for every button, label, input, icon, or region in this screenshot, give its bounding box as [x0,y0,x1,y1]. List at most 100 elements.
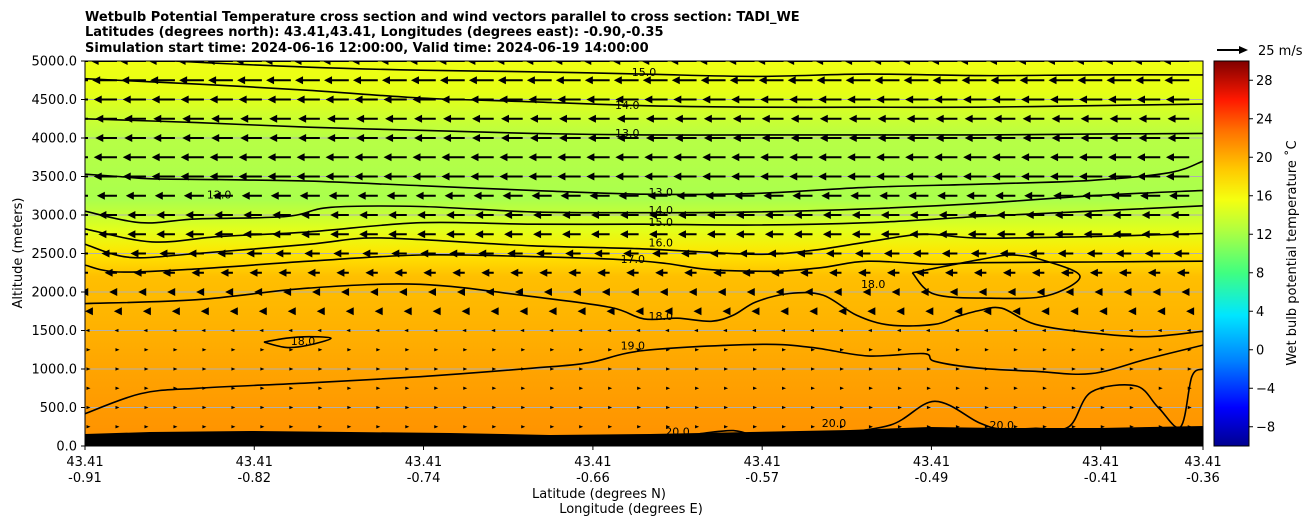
wind-vector [151,95,175,104]
wind-vector [412,153,436,162]
wind-vector-head [839,405,844,410]
wind-vector [938,211,958,219]
wind-vector [732,114,755,123]
wind-vector [1158,348,1163,352]
wind-vector [167,288,176,296]
wind-vector-head [630,288,639,296]
wind-vector [1187,405,1192,410]
wind-vector [973,268,987,277]
contour-label-15: 20.0 [990,419,1015,432]
wind-vector-head [1099,307,1108,316]
wind-vector-head [925,328,930,333]
wind-vector-head [514,288,523,296]
wind-vector [463,367,468,371]
x-tick-lon-2: -0.74 [407,471,441,486]
wind-vector-head [85,328,90,333]
x-tick-lat-2: 43.41 [405,455,442,470]
wind-vector-head [191,268,200,277]
wind-vector [191,268,204,277]
wind-vector [963,95,987,104]
x-tick-lon-7: -0.36 [1186,471,1220,486]
wind-vector [584,76,610,85]
contour-line-18 [263,335,332,349]
wind-vector-head [260,425,265,429]
wind-vector [491,328,496,333]
wind-vector [637,405,642,410]
wind-vector-head [753,348,758,352]
wind-vector [370,288,379,296]
wind-vector [180,153,204,162]
colorbar-tick-label-3: 4 [1256,305,1264,320]
wind-vector [789,153,813,162]
wind-key-label: 25 m/s [1258,44,1303,59]
wind-vector [85,328,90,333]
wind-vector [351,61,378,65]
wind-vector [1025,211,1045,219]
wind-vector [793,230,813,239]
wind-vector-head [1162,61,1171,65]
wind-vector-head [356,134,365,142]
wind-vector [608,425,613,429]
wind-vector [912,249,929,258]
wind-vector [607,328,612,333]
wind-vector-head [185,211,194,219]
wind-vector [347,425,352,429]
contour-line-17 [85,254,1203,273]
wind-vector-head [695,405,700,410]
wind-vector [1123,288,1132,296]
wind-vector [1080,114,1103,123]
wind-vector [359,230,378,239]
wind-vector-head [296,95,305,104]
wind-vector [608,348,613,352]
wind-vector [578,328,583,333]
wind-vector [432,307,441,316]
wind-vector-head [237,76,246,85]
wind-vector-head [699,61,708,65]
wind-vector-head [637,386,642,390]
wind-vector [810,405,815,410]
wind-vector-head [296,172,305,181]
wind-vector-head [761,114,770,123]
wind-vector-head [851,230,860,239]
wind-vector-head [694,328,699,333]
title-line-3: Simulation start time: 2024-06-16 12:00:… [85,41,649,56]
wind-vector-head [673,95,682,104]
contour-label-1: 14.0 [615,99,640,112]
wind-vector [616,114,639,123]
wind-vector [655,268,668,277]
contour-label-4: 13.0 [649,186,674,199]
wind-vector [941,249,958,258]
wind-vector-head [1169,191,1178,200]
wind-vector-head [612,61,621,65]
wind-vector-head [578,328,583,333]
wind-vector [405,386,410,390]
wind-vector [441,172,465,181]
wind-vector-head [673,172,682,181]
y-tick-label-9: 4500.0 [32,93,78,108]
wind-vector [462,328,467,333]
wind-vector-head [1041,328,1046,333]
wind-vector [645,134,668,142]
wind-vector [86,386,91,390]
wind-vector [86,425,91,429]
wind-vector-head [601,288,610,296]
wind-vector [926,348,931,352]
wind-vector-head [1042,425,1047,429]
wind-vector [156,230,175,239]
wind-vector-head [65,153,73,161]
wind-vector-head [1165,95,1174,104]
wind-vector-head [324,76,333,85]
wind-vector-head [897,405,902,410]
wind-vector [1079,153,1103,162]
wind-vector [761,114,784,123]
wind-vector [461,307,470,316]
wind-vector [86,367,91,371]
wind-vector-head [655,268,664,277]
wind-vector [821,191,842,200]
wind-vector-head [304,249,313,258]
wind-vector-head [1002,268,1011,277]
wind-vector [735,230,755,239]
wind-vector [434,367,439,371]
wind-vector-head [550,386,555,390]
wind-vector-head [641,61,650,65]
